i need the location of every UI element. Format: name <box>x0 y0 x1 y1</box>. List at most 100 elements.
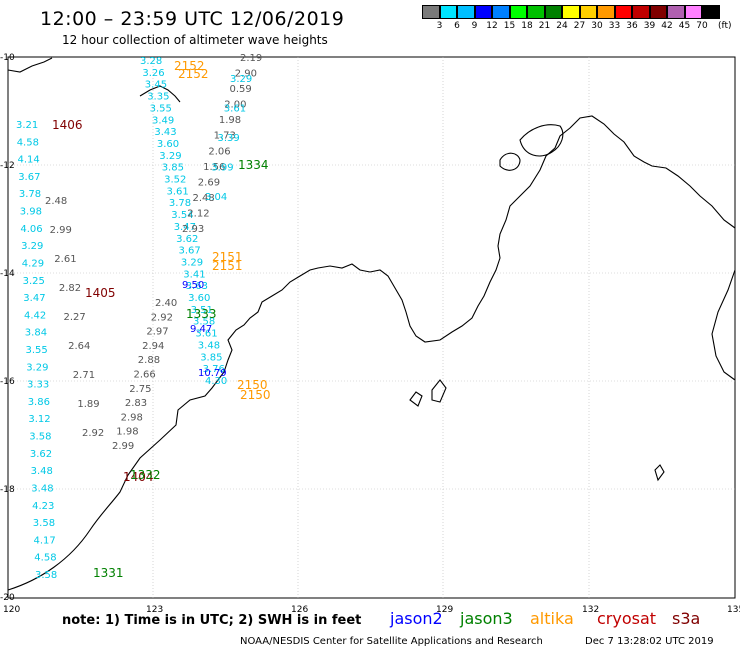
coastline-mainland <box>7 115 736 591</box>
swh-value-west: 3.58 <box>33 518 55 529</box>
swh-value-east: 3.35 <box>147 92 169 103</box>
colorbar-label: 27 <box>573 21 586 31</box>
swh-value-far-east: 1.56 <box>203 162 225 173</box>
pass-labels: 1406 1334 2151 2151 1405 1333 2150 2150 … <box>52 59 271 580</box>
island-bathurst <box>499 152 521 171</box>
swh-value-west: 3.86 <box>28 397 50 408</box>
pass-label: 1333 <box>186 307 217 321</box>
credit-timestamp: Dec 7 13:28:02 UTC 2019 <box>585 636 714 647</box>
legend-cryosat: cryosat <box>597 609 657 628</box>
colorbar-swatch <box>492 5 510 19</box>
swh-value-east: 3.78 <box>169 198 191 209</box>
swh-value-west-gray: 2.64 <box>68 341 90 352</box>
map-title: 12:00 – 23:59 UTC 12/06/2019 <box>40 8 345 30</box>
legend-jason2: jason2 <box>390 609 443 628</box>
swh-value-far-east-cyan: 3.29 <box>230 74 252 85</box>
swh-value-east: 4.30 <box>205 376 227 387</box>
pass-label: 1404 <box>123 470 154 484</box>
swh-value-east-blue: 10.79 <box>198 368 227 379</box>
swh-value-far-east: 0.59 <box>230 84 252 95</box>
swh-value-far-east-cyan: 3.61 <box>224 104 246 115</box>
swh-value-east: 3.26 <box>142 68 164 79</box>
map-frame <box>7 56 736 599</box>
swh-value-east: 3.55 <box>150 103 172 114</box>
swh-value-west: 4.29 <box>22 259 44 270</box>
pass-label: 1332 <box>130 468 161 482</box>
swh-value-east: 3.47 <box>174 222 196 233</box>
swh-value-far-east: 2.93 <box>182 224 204 235</box>
pass-label: 2151 <box>212 259 243 273</box>
colorbar-label: 45 <box>678 21 691 31</box>
lon-tick-labels: 120 123 126 129 132 135 <box>3 605 740 615</box>
colorbar-label: 12 <box>486 21 498 31</box>
colorbar-swatch <box>509 5 527 19</box>
colorbar-label: 15 <box>503 21 516 31</box>
swh-value-east: 3.61 <box>167 186 189 197</box>
swh-value-west: 3.98 <box>20 207 42 218</box>
coastline-top-left <box>7 57 53 73</box>
swh-value-far-east-cyan: 3.39 <box>218 133 240 144</box>
swh-value-west-gray: 2.61 <box>54 254 76 265</box>
swh-value-west: 3.12 <box>28 414 50 425</box>
lon-label-123: 123 <box>146 605 163 615</box>
lat-tick-labels: -10 -12 -14 -16 -18 -20 <box>0 53 15 603</box>
colorbar-label: 33 <box>608 21 621 31</box>
swh-value-west: 3.67 <box>18 172 40 183</box>
colorbar-swatch <box>597 5 615 19</box>
swh-value-west-gray: 1.89 <box>77 399 99 410</box>
swh-value-west: 3.55 <box>26 345 48 356</box>
colorbar-swatch <box>684 5 702 19</box>
swh-value-far-east: 2.12 <box>187 209 209 220</box>
swh-value-west: 3.62 <box>30 449 52 460</box>
swh-value-mid-gray: 2.99 <box>112 441 134 452</box>
colorbar-label: 39 <box>643 21 656 31</box>
swh-value-mid-gray: 2.98 <box>121 412 143 423</box>
swh-value-east: 3.58 <box>193 317 215 328</box>
swh-value-west-gray: 2.99 <box>50 225 72 236</box>
swh-value-east: 3.60 <box>157 139 179 150</box>
coastline-top-mid <box>139 85 181 103</box>
swh-value-far-east: 2.06 <box>208 146 230 157</box>
lon-label-120: 120 <box>3 605 20 615</box>
legend-altika: altika <box>530 609 574 628</box>
colorbar-unit: (ft) <box>718 21 732 31</box>
colorbar-label: 42 <box>661 21 673 31</box>
swh-value-west-gray: 2.82 <box>59 283 81 294</box>
colorbar-label: 21 <box>538 21 551 31</box>
legend-jason3: jason3 <box>460 609 513 628</box>
lat-label-14: -14 <box>0 269 15 279</box>
pass-label: 1405 <box>85 286 116 300</box>
lon-label-132: 132 <box>582 605 599 615</box>
swh-value-west: 4.58 <box>34 553 56 564</box>
swh-value-west: 3.48 <box>31 484 53 495</box>
pass-label: 1334 <box>238 158 269 172</box>
swh-value-west: 3.29 <box>26 362 48 373</box>
swh-value-east: 3.60 <box>188 293 210 304</box>
footnote: note: 1) Time is in UTC; 2) SWH is in fe… <box>62 613 362 628</box>
swh-value-west: 3.47 <box>23 293 45 304</box>
swh-value-west: 3.78 <box>19 189 41 200</box>
swh-value-far-east: 2.69 <box>198 177 220 188</box>
swh-value-east: 3.85 <box>162 163 184 174</box>
swh-value-east-blue: 9.50 <box>182 280 204 291</box>
lat-label-16: -16 <box>0 377 15 387</box>
swh-value-east: 3.29 <box>159 151 181 162</box>
pass-label: 2152 <box>174 59 205 73</box>
pass-label: 2150 <box>240 388 271 402</box>
swh-value-west-gray: 2.71 <box>73 370 95 381</box>
colorbar-swatch <box>667 5 685 19</box>
swh-value-west: 4.06 <box>20 224 42 235</box>
coastline-gulf-east <box>711 269 736 381</box>
colorbar-swatch <box>649 5 667 19</box>
swh-value-west: 3.21 <box>16 120 38 131</box>
pass-label: 2150 <box>237 378 268 392</box>
colorbar-label: 6 <box>454 21 460 31</box>
graticule <box>8 57 735 598</box>
swh-value-east: 3.43 <box>154 127 176 138</box>
credit-line: NOAA/NESDIS Center for Satellite Applica… <box>240 636 543 647</box>
colorbar-swatch <box>439 5 457 19</box>
swh-value-mid-gray: 2.94 <box>142 341 164 352</box>
swh-value-east: 3.41 <box>183 269 205 280</box>
swh-value-east: 3.49 <box>152 115 174 126</box>
